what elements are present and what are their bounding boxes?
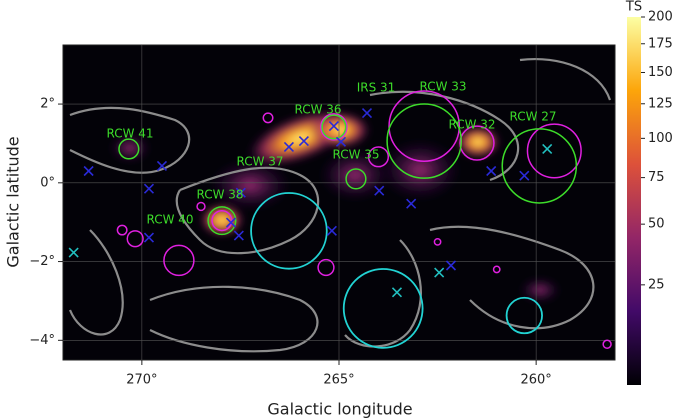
colorbar-tick-label: 200 [648, 10, 673, 25]
colorbar-tick-label: 50 [648, 217, 665, 232]
blue-cross [406, 198, 417, 209]
blue-cross [235, 187, 246, 198]
colorbar-label: TS [625, 0, 642, 15]
x-tick-label: 260° [520, 373, 551, 388]
blue-cross [143, 183, 155, 194]
green-circle [345, 168, 367, 190]
magenta-circle [262, 112, 274, 124]
blue-cross [143, 232, 155, 243]
region-label: RCW 38 [196, 188, 243, 202]
colorbar-tick-label: 175 [648, 36, 673, 51]
blue-cross [374, 185, 385, 196]
blue-cross [83, 165, 94, 177]
region-label: RCW 36 [294, 103, 341, 117]
x-tick-label: 265° [323, 373, 354, 388]
green-circle [207, 206, 237, 236]
cyan-circle [505, 296, 543, 335]
magenta-circle [367, 146, 390, 168]
blue-cross [361, 108, 373, 119]
cyan-circle [342, 268, 424, 349]
region-label: RCW 40 [146, 213, 193, 227]
y-tick-label: 0° [40, 175, 55, 190]
region-label: IRS 31 [357, 81, 396, 95]
region-label: RCW 32 [448, 118, 495, 132]
x-axis-label: Galactic longitude [267, 400, 412, 419]
region-label: RCW 33 [419, 80, 466, 94]
green-circle [386, 103, 462, 179]
y-axis-label: Galactic latitude [4, 136, 23, 267]
colorbar [627, 17, 641, 385]
colorbar-tick-label: 25 [648, 277, 665, 292]
magenta-circle [116, 224, 128, 236]
y-tick-label: −4° [29, 333, 55, 348]
colorbar-tick-label: 125 [648, 96, 673, 111]
region-label: RCW 41 [106, 127, 153, 141]
magenta-circle [196, 201, 206, 212]
region-label: RCW 35 [332, 148, 379, 162]
blue-cross [486, 165, 497, 177]
magenta-circle [320, 113, 348, 141]
cyan-cross [68, 247, 79, 258]
blue-cross [283, 141, 294, 153]
blue-cross [328, 121, 339, 132]
cyan-cross [542, 143, 553, 155]
green-circle [501, 128, 578, 204]
magenta-circle [602, 339, 612, 349]
blue-cross [156, 160, 168, 171]
x-tick-label: 270° [126, 373, 157, 388]
magenta-circle [317, 258, 335, 277]
magenta-circle [126, 230, 144, 248]
blue-cross [519, 170, 530, 181]
magenta-circle [492, 265, 501, 274]
colorbar-tick-label: 100 [648, 131, 673, 146]
blue-cross [445, 260, 457, 271]
magenta-circle [163, 244, 195, 277]
y-tick-label: −2° [29, 254, 55, 269]
cyan-circle [250, 192, 328, 270]
blue-cross [326, 225, 337, 236]
blue-cross [225, 217, 237, 228]
green-circle [118, 138, 140, 160]
colorbar-tick-label: 150 [648, 65, 673, 80]
magenta-circle [388, 90, 461, 162]
magenta-circle [211, 210, 233, 232]
blue-cross [335, 136, 347, 147]
cyan-cross [434, 267, 445, 278]
y-tick-label: 2° [40, 97, 55, 112]
green-circle [321, 114, 347, 140]
colorbar-tick-label: 75 [648, 170, 665, 185]
region-label: RCW 37 [236, 155, 283, 169]
blue-cross [298, 136, 309, 147]
blue-cross [233, 230, 244, 241]
magenta-circle [459, 125, 495, 161]
cyan-cross [391, 287, 403, 298]
magenta-circle [526, 123, 582, 179]
region-label: RCW 27 [509, 110, 556, 124]
magenta-circle [433, 237, 442, 246]
